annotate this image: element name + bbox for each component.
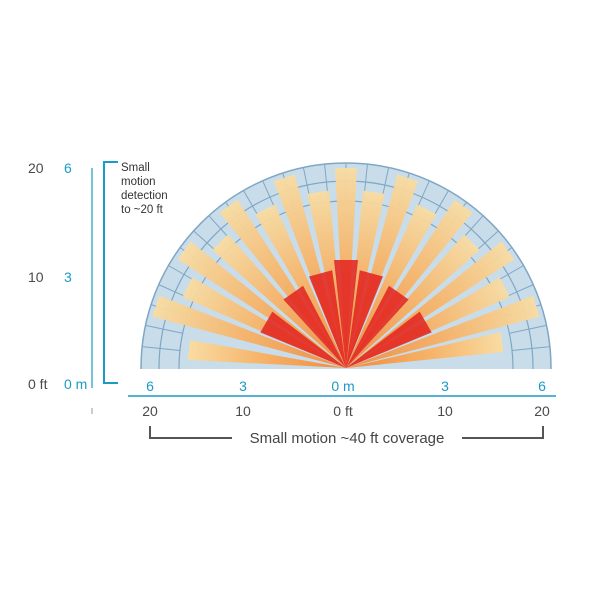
- bracket-note-line-1: Small: [121, 162, 150, 174]
- detection-beam-core: [283, 285, 346, 368]
- bottom-axis-ft-10-right: 10: [437, 403, 453, 419]
- left-axis-ft-20: 20: [28, 160, 44, 176]
- left-axis-m-0: 0 m: [64, 376, 87, 392]
- detection-beams: [152, 168, 540, 368]
- bottom-axis-m-3-left: 3: [239, 378, 247, 394]
- detection-beam-core: [334, 260, 358, 368]
- bottom-axis-ft-20-left: 20: [142, 403, 158, 419]
- coverage-radial-line: [142, 346, 180, 352]
- coverage-radial-line: [145, 324, 183, 334]
- left-axis-ft-10: 10: [28, 269, 44, 285]
- coverage-radial-line: [512, 346, 550, 352]
- bottom-axis-m-3-right: 3: [441, 378, 449, 394]
- detection-beam-low: [346, 332, 504, 368]
- left-axis: 20 10 0 ft 6 3 0 m: [28, 160, 93, 414]
- bottom-axis-m-6-left: 6: [146, 378, 154, 394]
- bottom-axis-m-0: 0 m: [331, 378, 354, 394]
- detection-beam-core: [346, 311, 432, 368]
- left-axis-m-3: 3: [64, 269, 72, 285]
- detection-beam-low: [187, 340, 346, 368]
- detection-beam: [152, 295, 346, 368]
- bottom-axis-ft-0: 0 ft: [333, 403, 353, 419]
- bottom-axis-ft-10-left: 10: [235, 403, 251, 419]
- bracket-note-line-2: motion: [121, 176, 156, 188]
- range-bracket: Small motion detection to ~20 ft: [103, 161, 168, 384]
- detection-beam-core: [346, 285, 409, 368]
- coverage-bracket-right: [462, 426, 544, 439]
- detection-beam-core: [260, 311, 346, 368]
- coverage-bracket: Small motion ~40 ft coverage: [149, 426, 544, 447]
- coverage-bracket-left: [149, 426, 232, 439]
- bottom-axis-ft-20-right: 20: [534, 403, 550, 419]
- left-axis-m-6: 6: [64, 160, 72, 176]
- detection-beam-core: [346, 270, 383, 368]
- coverage-radial-line: [509, 324, 547, 334]
- bottom-axis-m-6-right: 6: [538, 378, 546, 394]
- coverage-label: Small motion ~40 ft coverage: [250, 430, 445, 447]
- coverage-area: [140, 162, 552, 369]
- detection-beam-core: [309, 270, 346, 368]
- detection-beam: [346, 295, 540, 368]
- detection-beam: [346, 234, 480, 368]
- bracket-note-line-4: to ~20 ft: [121, 204, 164, 216]
- bracket-note-line-3: detection: [121, 190, 168, 202]
- left-axis-ft-0: 0 ft: [28, 376, 48, 392]
- bottom-axis: 6 3 0 m 3 6 20 10 0 ft 10 20: [128, 378, 556, 419]
- detection-beam: [212, 234, 346, 368]
- range-bracket-line: [103, 161, 118, 384]
